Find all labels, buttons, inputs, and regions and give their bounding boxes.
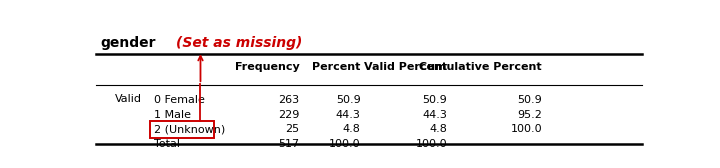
- Text: 2 (Unknown): 2 (Unknown): [154, 124, 225, 134]
- Text: 100.0: 100.0: [415, 139, 447, 149]
- Text: 25: 25: [285, 124, 300, 134]
- Text: 263: 263: [278, 95, 300, 105]
- Text: 100.0: 100.0: [329, 139, 361, 149]
- Text: 517: 517: [278, 139, 300, 149]
- Text: Valid Percent: Valid Percent: [364, 62, 447, 72]
- Text: 95.2: 95.2: [517, 110, 542, 120]
- Text: 0 Female: 0 Female: [154, 95, 205, 105]
- Text: 50.9: 50.9: [517, 95, 542, 105]
- Text: 44.3: 44.3: [422, 110, 447, 120]
- Text: Total: Total: [154, 139, 180, 149]
- Bar: [150, 121, 214, 138]
- Text: 4.8: 4.8: [429, 124, 447, 134]
- Text: Frequency: Frequency: [235, 62, 300, 72]
- Text: (Set as missing): (Set as missing): [176, 36, 303, 50]
- Text: Valid: Valid: [115, 94, 142, 104]
- Text: 50.9: 50.9: [423, 95, 447, 105]
- Text: 4.8: 4.8: [343, 124, 361, 134]
- Text: Cumulative Percent: Cumulative Percent: [419, 62, 542, 72]
- Text: 44.3: 44.3: [336, 110, 361, 120]
- Text: 100.0: 100.0: [510, 124, 542, 134]
- Text: 229: 229: [278, 110, 300, 120]
- Text: gender: gender: [100, 36, 156, 50]
- Text: 1 Male: 1 Male: [154, 110, 192, 120]
- Text: 50.9: 50.9: [336, 95, 361, 105]
- Text: Percent: Percent: [312, 62, 361, 72]
